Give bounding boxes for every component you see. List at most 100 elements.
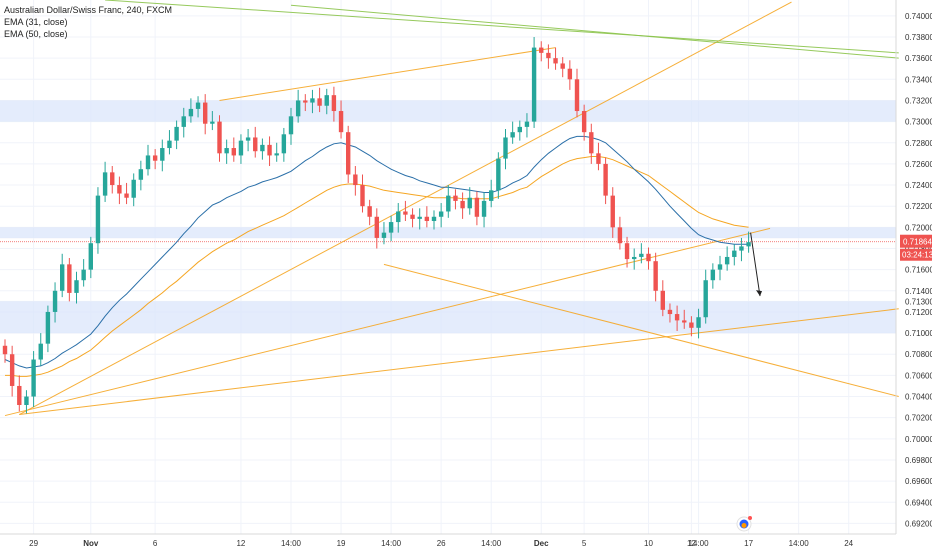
- candle: [253, 126, 258, 158]
- candle: [245, 129, 251, 152]
- candle: [639, 243, 644, 264]
- time-tick-label: 12: [236, 539, 245, 548]
- candle-body: [195, 102, 201, 109]
- trendline-rising-mid: [4, 227, 771, 417]
- symbol-title[interactable]: Australian Dollar/Swiss Franc, 240, FXCM: [4, 5, 173, 15]
- price-tick-label: 0.69600: [905, 477, 932, 486]
- price-tick-label: 0.70800: [905, 350, 932, 359]
- time-tick-label: 14:00: [789, 539, 810, 548]
- time-tick-label: 29: [29, 539, 38, 548]
- candle: [717, 255, 723, 281]
- candle-body: [260, 144, 265, 152]
- candle-body: [181, 116, 186, 127]
- candle-body: [553, 58, 558, 64]
- candle-body: [45, 311, 51, 344]
- candle: [388, 215, 394, 242]
- candle: [732, 244, 737, 266]
- candle-body: [217, 121, 222, 154]
- candle-body: [517, 126, 522, 133]
- candle-body: [110, 172, 115, 186]
- candle-body: [596, 153, 601, 164]
- candle: [489, 179, 494, 208]
- candle-body: [417, 216, 422, 219]
- candle: [396, 203, 401, 233]
- candle-body: [388, 222, 394, 233]
- time-tick-label: 12: [687, 539, 696, 548]
- candle-body: [746, 242, 751, 247]
- candle: [646, 247, 651, 270]
- candle: [431, 210, 437, 230]
- candle-body: [95, 195, 101, 244]
- legend-ema50[interactable]: EMA (50, close): [4, 29, 68, 39]
- candle: [260, 138, 265, 160]
- price-tick-label: 0.69400: [905, 498, 932, 507]
- legend-ema31[interactable]: EMA (31, close): [4, 17, 68, 27]
- candle-body: [160, 148, 165, 161]
- candle: [581, 104, 587, 141]
- candle-body: [17, 385, 22, 405]
- price-tick-label: 0.73000: [905, 118, 932, 127]
- ema50-line-layer: [5, 156, 749, 377]
- candle-body: [2, 345, 8, 355]
- candle-body: [438, 211, 444, 217]
- candle: [617, 216, 623, 250]
- price-tick-label: 0.71400: [905, 287, 932, 296]
- candle: [560, 57, 565, 78]
- candle-body: [617, 227, 623, 244]
- time-tick-label: 14:00: [381, 539, 402, 548]
- candle-body: [589, 132, 594, 154]
- candle: [203, 94, 208, 135]
- candle-body: [632, 256, 637, 260]
- candle: [267, 136, 272, 167]
- candle: [689, 316, 694, 337]
- ema31-line-layer: [4, 135, 749, 369]
- candle-body: [152, 155, 158, 161]
- candle: [81, 259, 86, 287]
- time-tick-label: 14:00: [481, 539, 502, 548]
- candle-body: [624, 243, 630, 260]
- price-tick-label: 0.72400: [905, 181, 932, 190]
- candle: [553, 47, 558, 70]
- time-tick-label: 24: [844, 539, 853, 548]
- candle: [174, 120, 179, 150]
- candle: [45, 305, 51, 353]
- trendline-channel-top: [219, 47, 556, 101]
- candle: [567, 60, 573, 90]
- candle: [531, 37, 537, 128]
- candle-body: [431, 216, 437, 222]
- candle: [324, 88, 329, 115]
- candle-body: [131, 179, 136, 198]
- candle-body: [567, 68, 573, 80]
- candle-body: [717, 264, 723, 270]
- candle-body: [88, 243, 93, 270]
- candle-body: [38, 343, 43, 360]
- candle: [124, 182, 129, 205]
- candle-body: [52, 290, 58, 312]
- candle: [188, 98, 194, 123]
- candle-body: [81, 269, 86, 281]
- price-tick-label: 0.73600: [905, 54, 932, 63]
- candle: [160, 139, 165, 172]
- candle: [353, 166, 358, 196]
- candle: [653, 252, 658, 302]
- candle-body: [310, 98, 315, 103]
- tradingview-logo-icon[interactable]: [736, 516, 752, 532]
- candle-body: [467, 197, 472, 209]
- candle-body: [210, 121, 215, 124]
- candle-body: [496, 158, 501, 191]
- candle-body: [174, 126, 179, 141]
- candle-body: [703, 280, 708, 318]
- candle: [17, 375, 22, 412]
- candle-body: [446, 195, 451, 212]
- candle-body: [331, 95, 337, 112]
- time-tick-label: 26: [437, 539, 446, 548]
- candle: [217, 115, 222, 162]
- candle: [424, 206, 430, 228]
- time-tick-label: 19: [337, 539, 346, 548]
- candle: [346, 125, 351, 183]
- candle-body: [410, 214, 415, 219]
- candle: [453, 189, 458, 210]
- time-tick-label: 6: [153, 539, 158, 548]
